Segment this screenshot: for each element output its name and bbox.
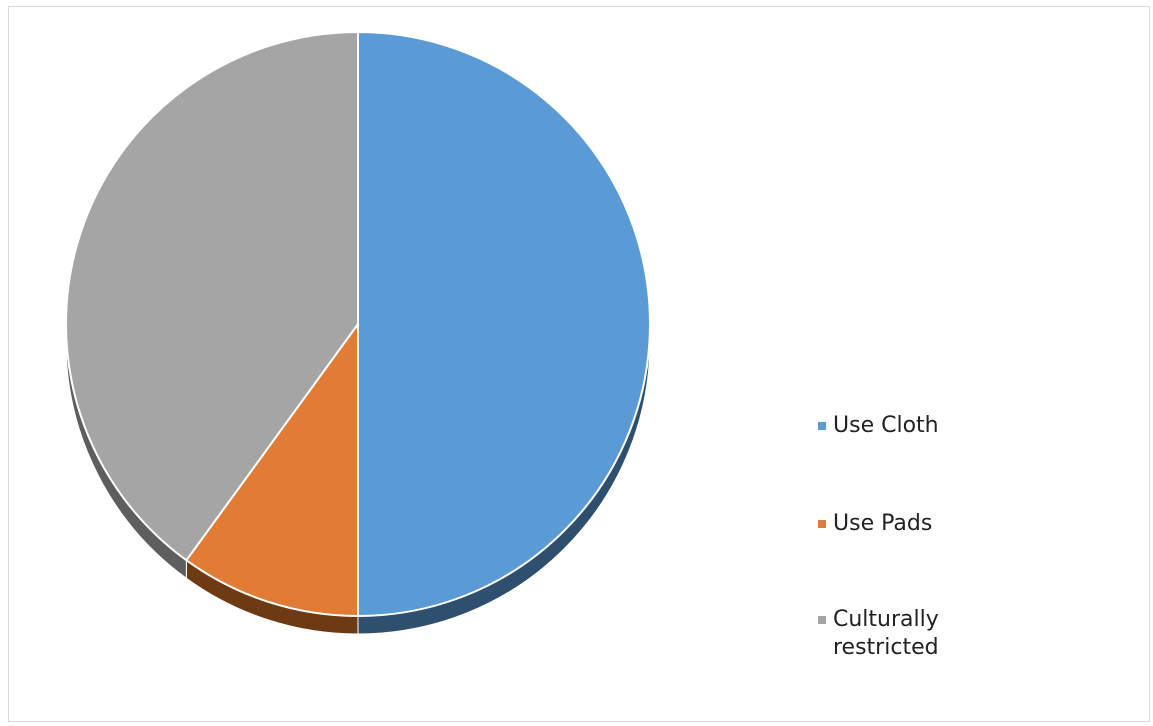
legend-item-use-pads: Use Pads xyxy=(818,510,932,538)
legend-item-use-cloth: Use Cloth xyxy=(818,412,939,440)
legend-label: Culturally restricted xyxy=(833,607,939,660)
pie-slice-use-pads xyxy=(185,323,359,617)
legend-label: Use Cloth xyxy=(833,413,939,438)
legend-label: Use Pads xyxy=(833,511,933,536)
legend-swatch xyxy=(818,616,826,624)
pie-slice-use-cloth xyxy=(357,31,651,617)
legend-swatch xyxy=(818,422,826,430)
legend-item-culturally-restricted: Culturally restricted xyxy=(818,606,993,662)
pie-slice-culturally-restricted xyxy=(65,31,359,562)
legend-swatch xyxy=(818,520,826,528)
